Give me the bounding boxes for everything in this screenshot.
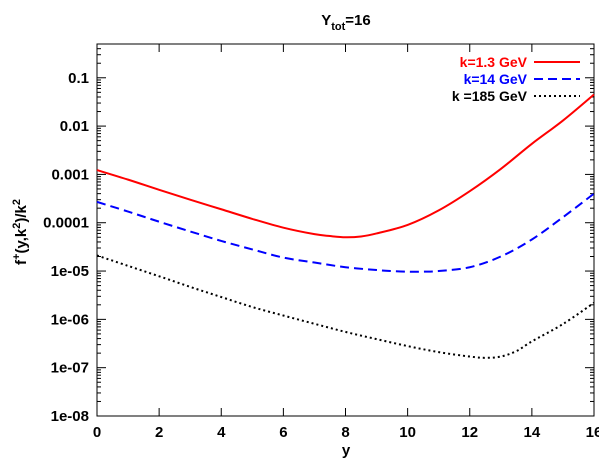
y-tick-label: 1e-06	[51, 311, 89, 328]
series-lines	[96, 93, 595, 359]
x-tick-label: 14	[524, 424, 541, 441]
x-axis-label: y	[342, 442, 351, 459]
title-main: Y	[321, 12, 331, 29]
svg-text:f+(y,k2)/k2: f+(y,k2)/k2	[11, 199, 30, 265]
x-axis-ticks: 0 2 4 6 8 10 12 14 16	[93, 44, 599, 441]
x-tick-label: 8	[341, 424, 349, 441]
x-tick-label: 12	[461, 424, 478, 441]
ylabel-sup1: +	[11, 254, 23, 260]
x-tick-label: 10	[399, 424, 416, 441]
y-tick-label: 1e-05	[51, 263, 89, 280]
legend-label-2: k=14 GeV	[464, 71, 528, 87]
series-line-1	[96, 93, 595, 239]
ylabel-c: )/k	[13, 205, 30, 223]
title-subscript: tot	[331, 21, 345, 33]
x-tick-label: 4	[217, 424, 226, 441]
y-tick-label: 1e-07	[51, 360, 89, 377]
y-tick-label: 0.01	[60, 118, 89, 135]
legend-label-1: k=1.3 GeV	[460, 54, 528, 70]
title-rest: =16	[345, 12, 370, 29]
series-line-2	[96, 192, 595, 273]
y-axis-label: f+(y,k2)/k2	[11, 199, 30, 265]
y-axis-ticks: 1e-08 1e-07 1e-06 1e-05 0.0001 0.001 0.01 0.1	[43, 43, 594, 425]
series-line-3	[96, 254, 595, 359]
y-tick-label: 0.0001	[43, 215, 89, 232]
ylabel-a: f	[13, 259, 30, 265]
y-tick-label: 1e-08	[51, 408, 89, 425]
legend-label-3: k =185 GeV	[452, 88, 528, 104]
x-tick-label: 6	[279, 424, 287, 441]
y-tick-label: 0.001	[51, 166, 89, 183]
x-tick-label: 2	[155, 424, 163, 441]
svg-text:Ytot=16: Ytot=16	[321, 12, 371, 33]
y-tick-label: 0.1	[68, 70, 89, 87]
x-tick-label: 16	[586, 424, 599, 441]
x-tick-label: 0	[93, 424, 101, 441]
ylabel-sup3: 2	[11, 199, 23, 205]
ylabel-b: (y,k	[13, 228, 30, 253]
chart-title: Ytot=16	[321, 12, 371, 33]
ylabel-sup2: 2	[11, 223, 23, 229]
